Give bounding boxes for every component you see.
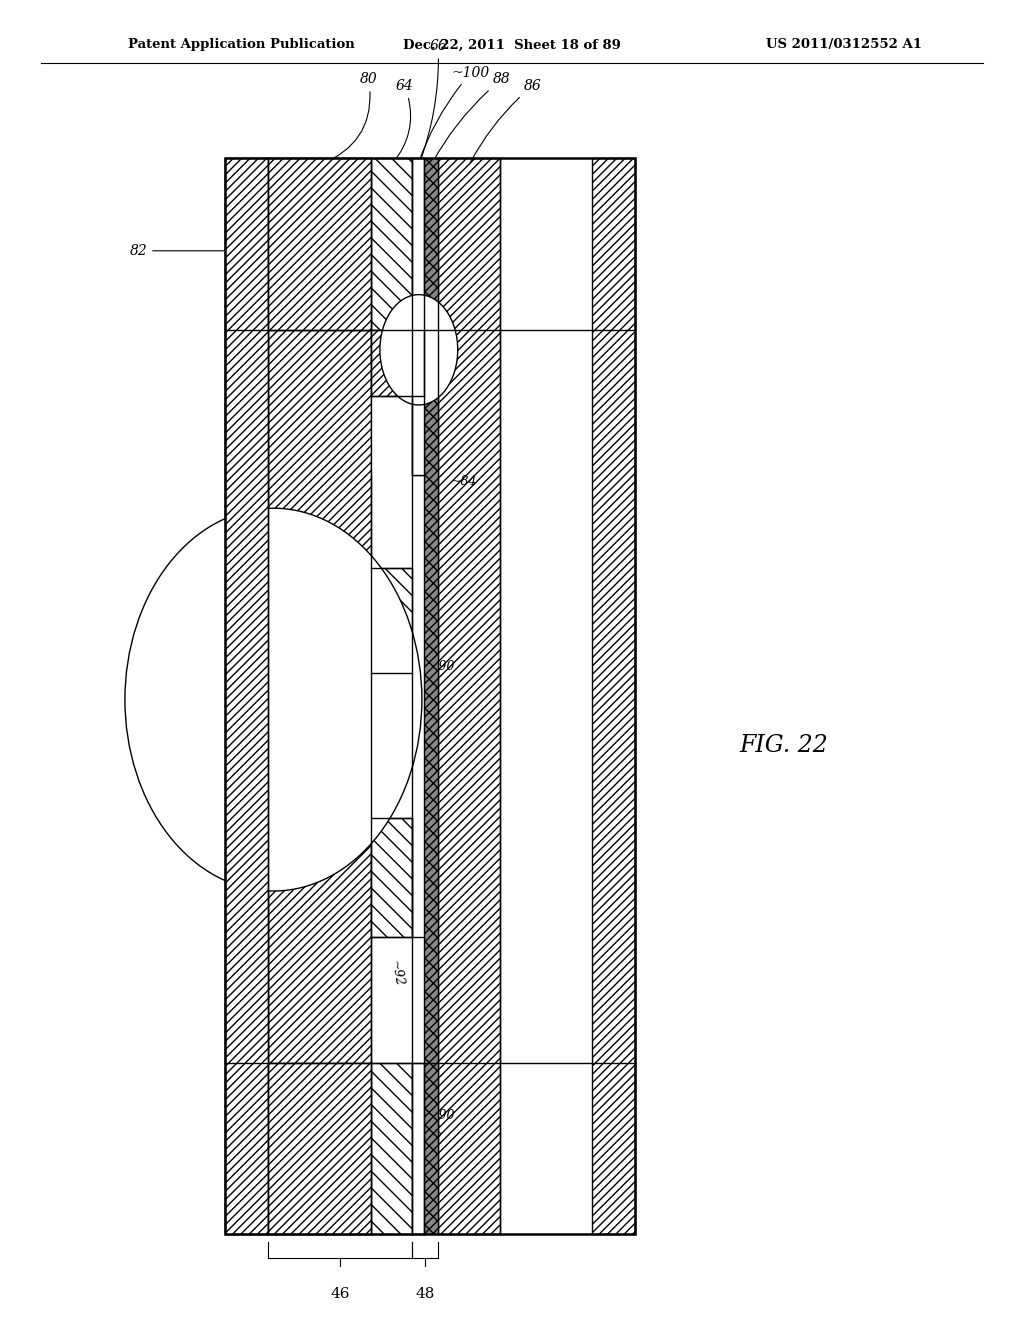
Text: Patent Application Publication: Patent Application Publication <box>128 38 354 51</box>
Bar <box>268 330 371 1063</box>
Bar <box>225 158 635 1234</box>
Text: ~80: ~80 <box>381 606 401 635</box>
Bar <box>371 568 412 673</box>
Bar <box>592 158 635 1234</box>
Text: 46: 46 <box>330 1287 350 1302</box>
Text: 80: 80 <box>323 73 378 164</box>
Bar <box>268 158 371 330</box>
Bar <box>424 158 438 1234</box>
Bar <box>438 158 500 1234</box>
Text: ~90: ~90 <box>429 660 456 673</box>
Bar <box>371 818 412 937</box>
Bar <box>424 158 438 1234</box>
Text: 120: 120 <box>432 350 457 363</box>
Bar <box>412 158 424 330</box>
Bar <box>225 158 268 1234</box>
Bar <box>225 158 268 1234</box>
Bar <box>268 1063 371 1234</box>
Text: ~84: ~84 <box>451 475 477 488</box>
Text: 86: 86 <box>470 79 542 162</box>
Text: ~116: ~116 <box>372 820 390 857</box>
Bar <box>371 330 424 396</box>
Text: ~80: ~80 <box>381 1134 401 1163</box>
Ellipse shape <box>125 508 422 891</box>
Text: ~90: ~90 <box>429 1109 456 1122</box>
Text: ~78: ~78 <box>306 1134 333 1163</box>
Bar <box>412 396 424 475</box>
Bar <box>371 330 424 396</box>
Text: ~102: ~102 <box>389 859 414 896</box>
Text: ~100: ~100 <box>419 66 490 162</box>
Text: 88: 88 <box>432 73 511 162</box>
Text: 66: 66 <box>420 40 447 162</box>
Text: ~78: ~78 <box>306 560 333 589</box>
Text: FIG. 22: FIG. 22 <box>739 734 827 758</box>
Ellipse shape <box>380 294 458 405</box>
Bar <box>268 1063 371 1234</box>
Bar <box>412 396 424 475</box>
Bar <box>371 818 424 937</box>
Bar <box>371 568 424 673</box>
Text: 64: 64 <box>393 79 414 162</box>
Text: US 2011/0312552 A1: US 2011/0312552 A1 <box>766 38 922 51</box>
Text: 122: 122 <box>135 733 227 746</box>
Bar <box>371 1063 412 1234</box>
Bar <box>268 158 371 330</box>
Text: ~96: ~96 <box>424 356 451 370</box>
Bar <box>371 396 424 475</box>
Text: Dec. 22, 2011  Sheet 18 of 89: Dec. 22, 2011 Sheet 18 of 89 <box>403 38 621 51</box>
Text: ~54: ~54 <box>291 706 317 719</box>
Text: ~92: ~92 <box>388 960 404 987</box>
Bar <box>371 158 412 330</box>
Text: 48: 48 <box>416 1287 434 1302</box>
Text: 82: 82 <box>129 244 230 257</box>
Bar <box>225 158 635 1234</box>
Text: ~94: ~94 <box>394 348 421 378</box>
Bar <box>225 158 268 1234</box>
Bar <box>412 1063 424 1234</box>
Text: ~100: ~100 <box>421 1104 439 1140</box>
Text: 98: 98 <box>393 416 410 429</box>
